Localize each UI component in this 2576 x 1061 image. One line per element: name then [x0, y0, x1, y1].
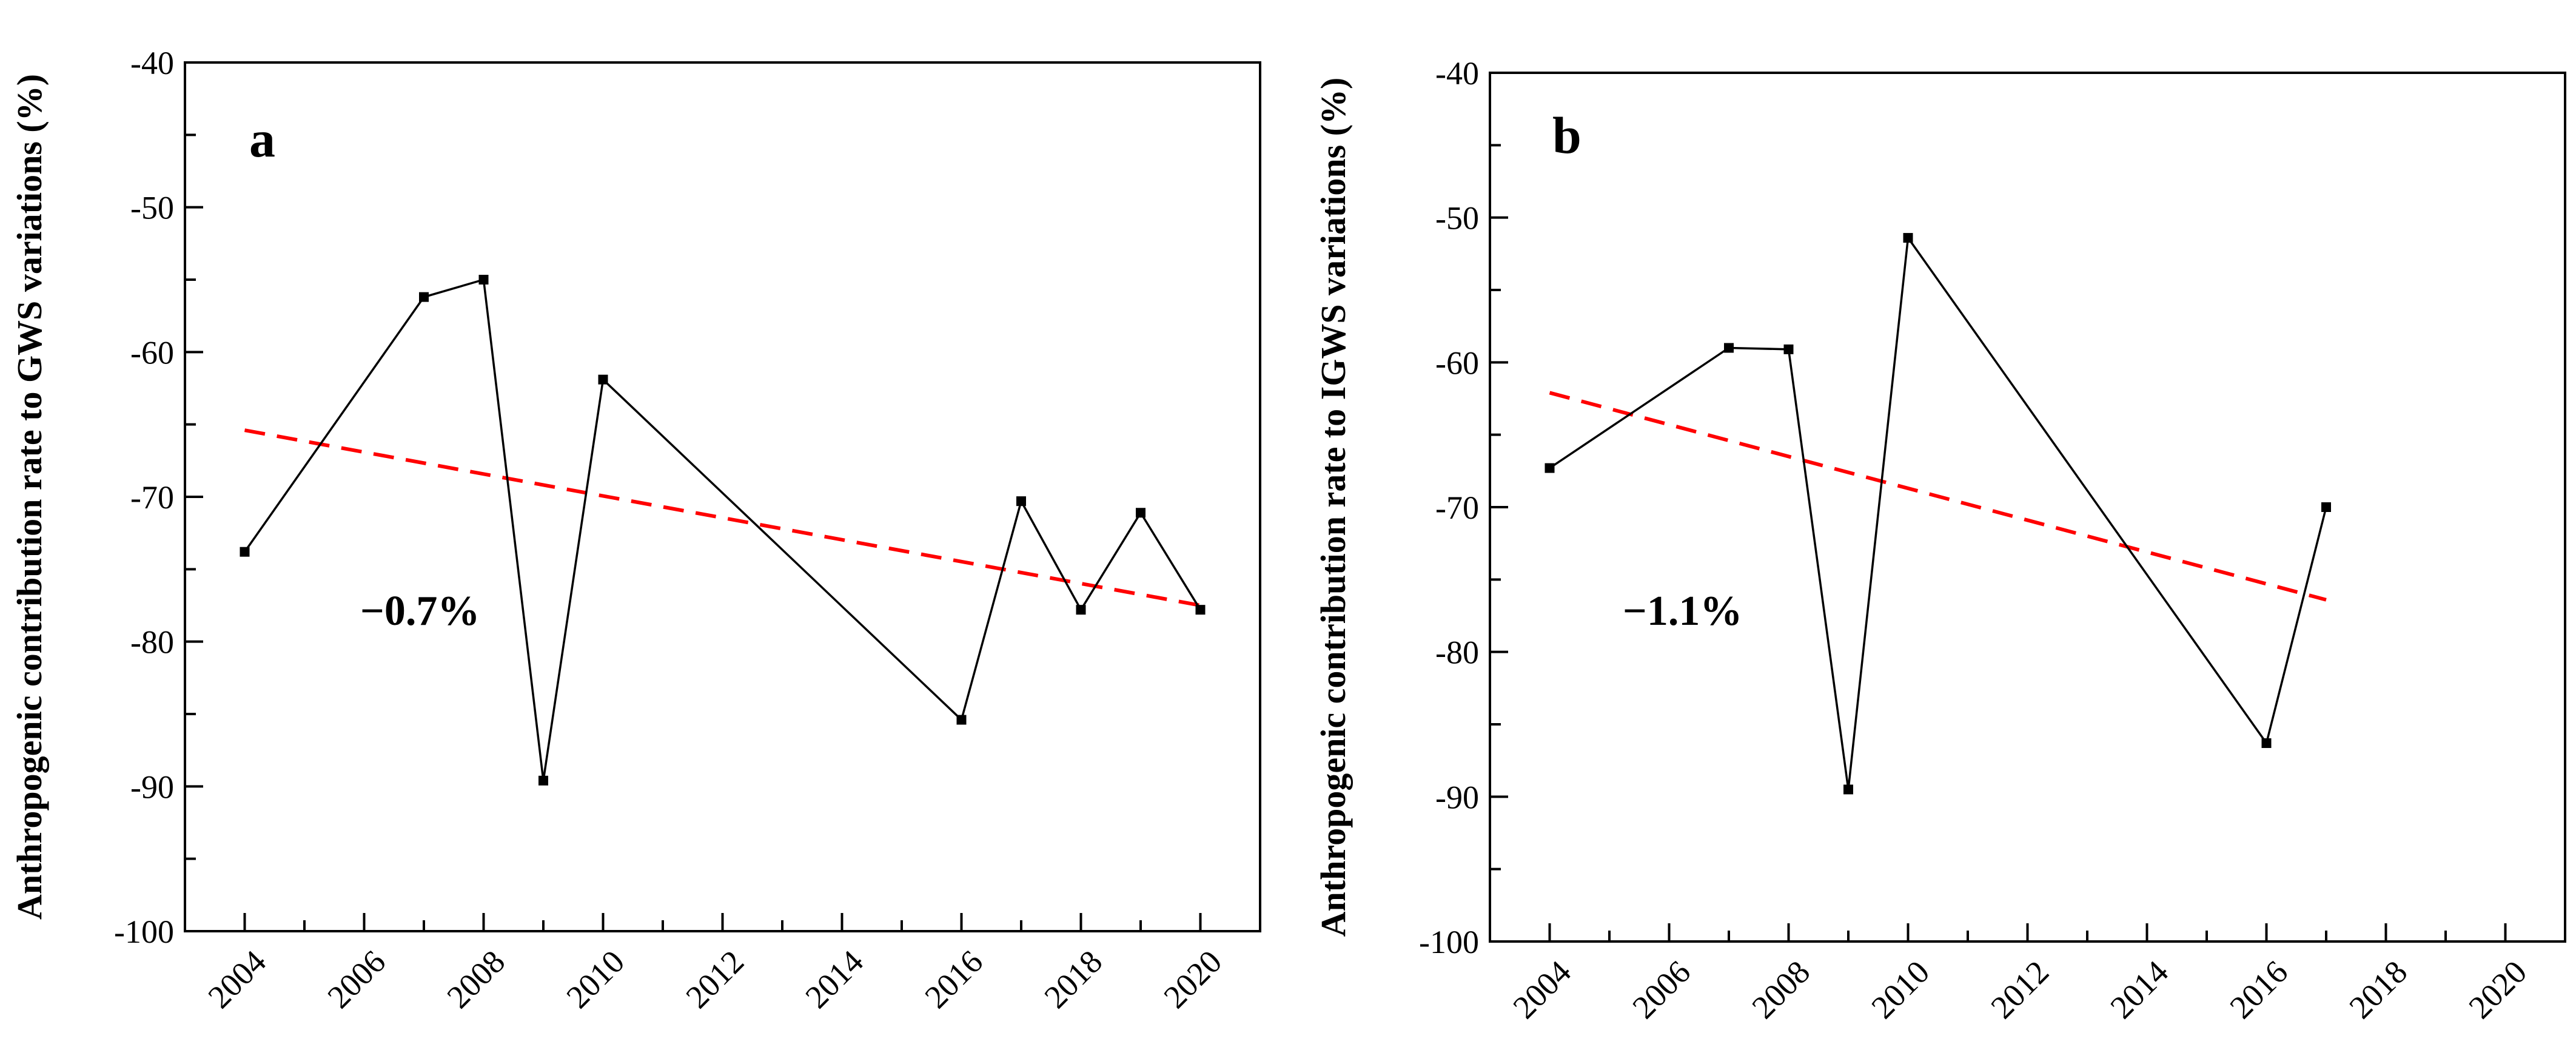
y-axis-title: Anthropogenic contribution rate to GWS v…	[10, 74, 49, 920]
data-point	[598, 374, 608, 385]
y-tick-label: -60	[130, 334, 174, 371]
y-axis-title: Anthropogenic contribution rate to IGWS …	[1313, 78, 1353, 937]
data-point	[538, 775, 548, 786]
y-tick-label: -80	[130, 624, 174, 661]
data-point	[1195, 605, 1206, 615]
trend-line-group	[1549, 391, 2327, 602]
data-point	[1545, 463, 1555, 473]
y-axis-ticks: -40 -50 -60 -70 -80 -90 -100	[114, 45, 203, 950]
data-series-group	[1545, 233, 2331, 795]
data-series-group	[240, 275, 1206, 786]
data-point	[1016, 496, 1026, 507]
data-point	[240, 547, 250, 557]
y-tick-label: -50	[1435, 200, 1479, 237]
y-tick-label: -90	[1435, 779, 1479, 815]
data-point	[1843, 784, 1853, 795]
y-axis-ticks: -40 -50 -60 -70 -80 -90 -100	[1419, 55, 1508, 960]
data-point	[1903, 233, 1913, 243]
data-point	[956, 715, 967, 725]
data-point	[2261, 738, 2272, 749]
y-tick-label: -50	[130, 190, 174, 226]
y-tick-label: -70	[130, 479, 174, 516]
data-point	[419, 292, 429, 302]
y-tick-label: -100	[1419, 924, 1479, 960]
y-tick-label: -40	[1435, 55, 1479, 92]
data-point	[2321, 502, 2331, 512]
data-point	[1136, 508, 1145, 518]
y-tick-label: -90	[130, 769, 174, 805]
data-point	[1783, 344, 1794, 354]
y-tick-label: -70	[1435, 490, 1479, 526]
panel-label: a	[249, 110, 275, 168]
trend-annotation: −1.1%	[1623, 588, 1742, 635]
trend-line	[1549, 391, 2327, 602]
y-tick-label: -40	[130, 45, 174, 81]
y-tick-label: -60	[1435, 345, 1479, 381]
data-point	[1724, 343, 1734, 353]
trend-annotation: −0.7%	[360, 588, 480, 635]
data-point	[478, 275, 489, 285]
data-point	[1076, 605, 1086, 615]
panel-label: b	[1552, 106, 1581, 164]
y-tick-label: -80	[1435, 635, 1479, 671]
y-tick-label: -100	[114, 914, 174, 950]
series-line	[244, 278, 1201, 781]
